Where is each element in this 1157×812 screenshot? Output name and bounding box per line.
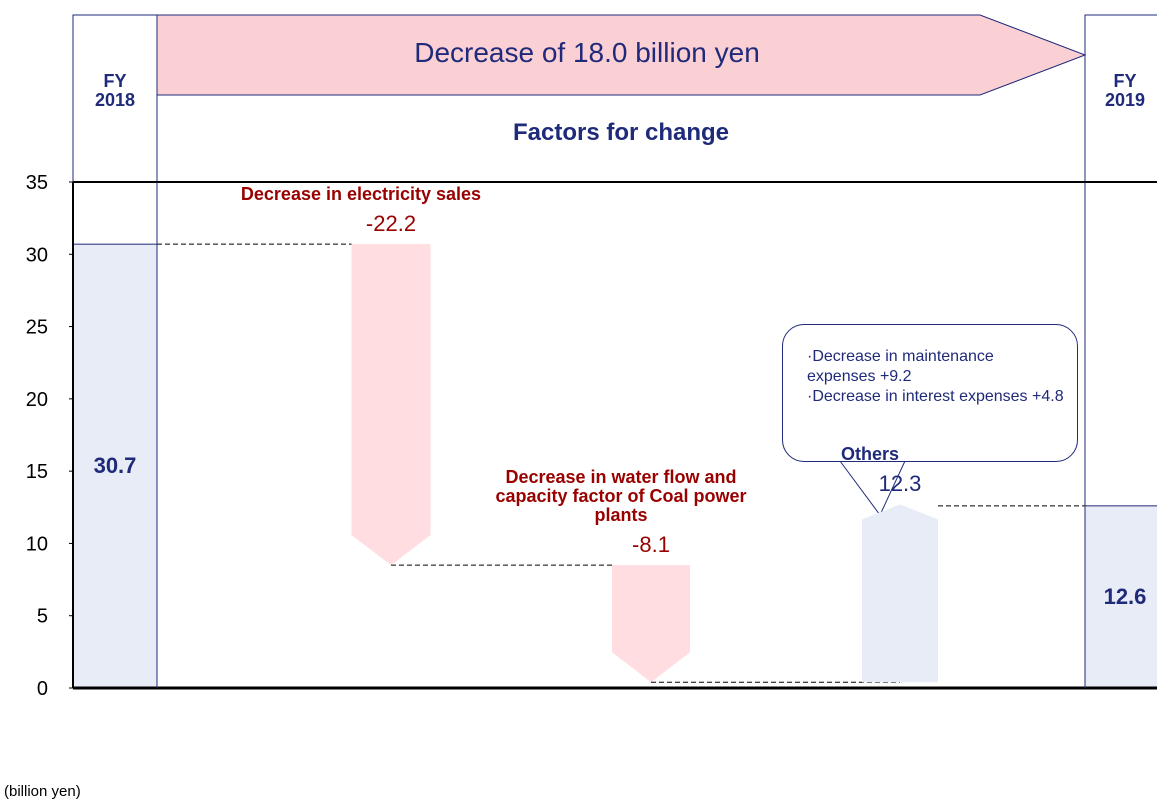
category-label: Others	[840, 444, 900, 465]
y-tick-label: 35	[26, 172, 48, 194]
y-tick-label: 5	[37, 606, 48, 628]
bar	[1084, 505, 1157, 689]
category-label: Decrease in water flow and capacity fact…	[495, 467, 747, 525]
bar	[612, 565, 690, 683]
subtitle: Factors for change	[512, 119, 730, 146]
value-label: 30.7	[93, 453, 137, 479]
category-label: Decrease in electricity sales	[240, 184, 482, 205]
callout-line: ·Decrease in maintenance expenses +9.2	[807, 348, 994, 385]
category-label: FY 2018	[94, 71, 136, 110]
category-label: FY 2019	[1104, 71, 1146, 110]
value-label: 12.6	[1103, 583, 1147, 609]
y-tick-label: 10	[26, 533, 48, 555]
value-label: -22.2	[365, 211, 417, 237]
y-tick-label: 25	[26, 317, 48, 339]
callout-line: ·Decrease in interest expenses +4.8	[807, 388, 1064, 405]
y-tick-label: 30	[26, 244, 48, 266]
bar	[862, 504, 938, 683]
y-unit: (billion yen)	[4, 783, 81, 800]
callout: ·Decrease in maintenance expenses +9.2 ·…	[782, 324, 1078, 462]
banner-text: Decrease of 18.0 billion yen	[414, 37, 760, 68]
y-tick-label: 0	[37, 678, 48, 700]
bar	[72, 243, 158, 689]
bar	[351, 244, 431, 566]
y-tick-label: 15	[26, 461, 48, 483]
value-label: 12.3	[878, 471, 922, 497]
value-label: -8.1	[632, 532, 670, 558]
y-tick-label: 20	[26, 389, 48, 411]
